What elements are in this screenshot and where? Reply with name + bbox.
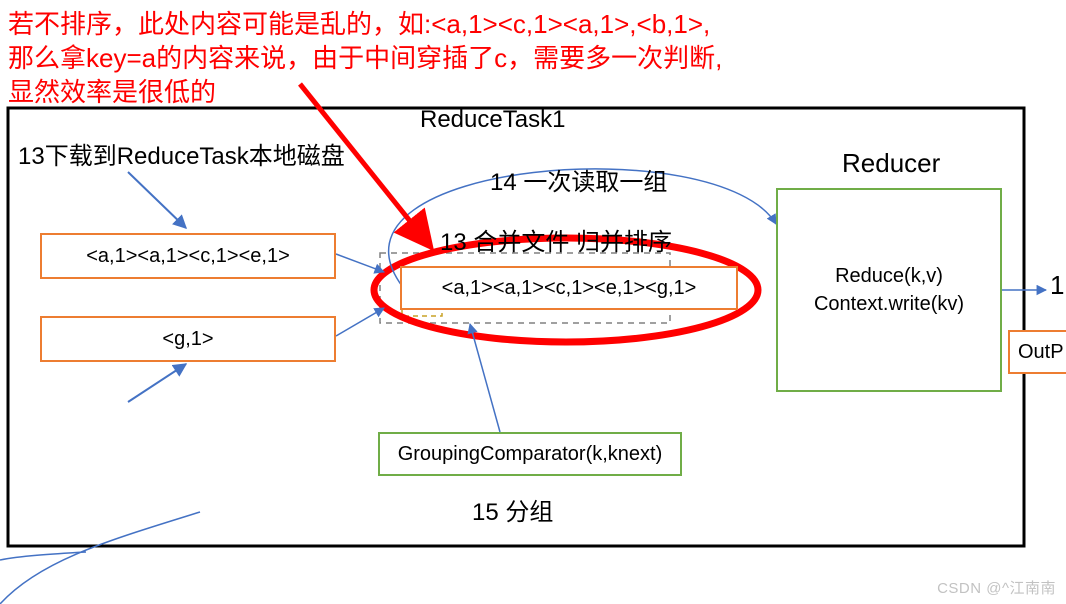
reducer-line-2: Context.write(kv) (814, 290, 964, 318)
diagram-root: { "annotation": { "line1": "若不排序，此处内容可能是… (0, 0, 1066, 604)
reducer-label: Reducer (842, 148, 940, 179)
label-step-13-merge: 13 合并文件 归并排序 (440, 222, 672, 257)
label-step-15-group: 15 分组 (472, 492, 553, 527)
input-box-1-text: <a,1><a,1><c,1><e,1> (86, 245, 290, 268)
annotation-line-3: 显然效率是很低的 (8, 72, 216, 109)
input-box-2: <g,1> (40, 316, 336, 362)
merged-box: <a,1><a,1><c,1><e,1><g,1> (400, 266, 738, 310)
reducer-box: Reduce(k,v) Context.write(kv) (776, 188, 1002, 392)
label-step-14-readgroup: 14 一次读取一组 (490, 162, 667, 197)
annotation-line-2: 那么拿key=a的内容来说，由于中间穿插了c，需要多一次判断, (8, 38, 722, 75)
grouping-comparator-text: GroupingComparator(k,knext) (398, 443, 663, 466)
arrow-input1-merge (336, 254, 384, 272)
right-number-fragment: 1 (1050, 270, 1064, 301)
arrow-in-top (128, 172, 186, 228)
watermark: CSDN @^江南南 (937, 577, 1056, 598)
right-output-text: OutP (1018, 341, 1064, 364)
reducer-line-1: Reduce(k,v) (814, 262, 964, 290)
arrow-input2-merge (336, 308, 384, 336)
arrow-group-merge (470, 324, 500, 432)
merged-box-text: <a,1><a,1><c,1><e,1><g,1> (442, 277, 697, 300)
arrow-in-bottom (128, 364, 186, 402)
input-box-1: <a,1><a,1><c,1><e,1> (40, 233, 336, 279)
annotation-line-1: 若不排序，此处内容可能是乱的，如:<a,1><c,1><a,1>,<b,1>, (8, 4, 710, 41)
decorative-curve-1 (0, 512, 200, 604)
input-box-2-text: <g,1> (162, 328, 213, 351)
label-step-13-download: 13下载到ReduceTask本地磁盘 (18, 136, 345, 171)
right-output-box-fragment: OutP (1008, 330, 1066, 374)
grouping-comparator-box: GroupingComparator(k,knext) (378, 432, 682, 476)
decorative-curve-2 (0, 552, 86, 560)
title-reducetask1: ReduceTask1 (420, 106, 565, 134)
